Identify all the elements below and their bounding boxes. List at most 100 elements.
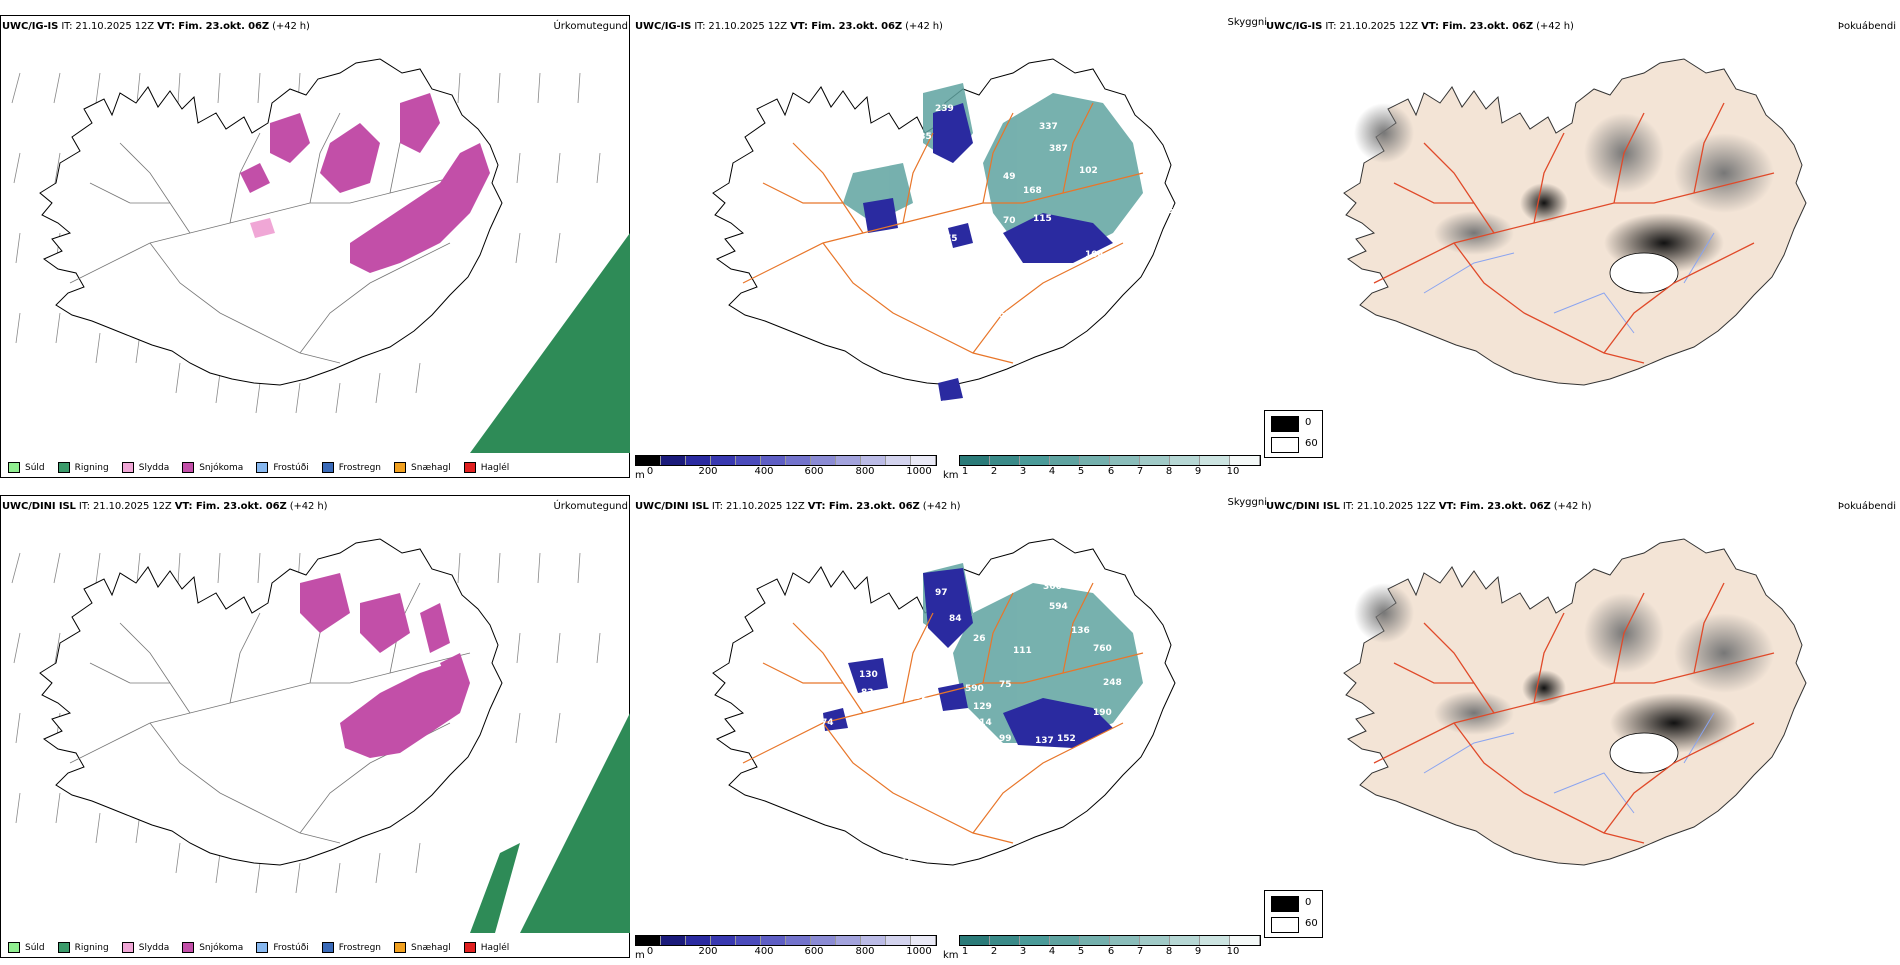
precip-legend: Súld Rigning Slydda Snjókoma Frostúði Fr… [8,462,522,473]
valid-time: VT: Fim. 23.okt. 06Z [807,501,920,512]
snow-areas [300,573,470,758]
vis-label: 70 [1003,216,1016,226]
vis-label: 75 [945,234,958,244]
model-label: UWC/DINI ISL [2,501,76,512]
panel-title: Úrkomutegund [553,21,628,32]
panel-header: UWC/DINI ISL IT: 21.10.2025 12Z VT: Fim.… [1266,501,1592,512]
legend-swatch [394,462,407,473]
tick-label: 1 [961,466,969,477]
legend-label: Frostúði [273,942,309,953]
legend-snow: Snjókoma [182,942,243,953]
legend-label: Frostregn [338,942,382,953]
tick-label: 0 [646,466,654,477]
legend-swatch [321,942,334,953]
vis-label: 97 [935,588,948,598]
precip-map [11,58,630,453]
legend-swatch [463,942,476,953]
init-time: IT: 21.10.2025 12Z [75,501,175,512]
vis-label: 137 [1035,736,1054,746]
vis-label: 74 [821,718,834,728]
tick-label: 400 [754,946,774,957]
vis-label: 760 [1093,644,1112,654]
precip-type-panel: UWC/IG-IS IT: 21.10.2025 12Z VT: Fim. 23… [0,15,632,485]
vis-label: 239 [935,104,954,114]
legend-swatch [1271,437,1299,453]
legend-hail: Haglél [463,462,509,473]
vis-label: 590 [965,684,984,694]
tick-label: 3 [1019,946,1027,957]
tick-label: 8 [1165,946,1173,957]
terrain-height-colorbar: m 0 200 400 600 800 1000 [635,935,937,961]
vis-label: 82 [943,718,956,728]
precip-type-panel: UWC/DINI ISL IT: 21.10.2025 12Z VT: Fim.… [0,495,632,965]
low-visibility-teal [843,83,1143,253]
colorbar-unit: km [943,470,959,481]
legend-swatch [8,942,20,953]
tick-label: 10 [1226,946,1240,957]
legend-snow: Snjókoma [182,462,243,473]
vis-label: 49 [1003,172,1016,182]
panel-title: Úrkomutegund [553,501,628,512]
init-time: IT: 21.10.2025 12Z [708,501,808,512]
legend-hail: Haglél [463,942,509,953]
legend-swatch [394,942,407,953]
tick-label: 6 [1107,466,1115,477]
vis-label: 87 [1069,278,1082,288]
visibility-map: 97 84 26 111 366 594 136 760 75 590 129 … [712,538,1176,868]
legend-freezing-drizzle: Frostúði [256,462,309,473]
sea-rain-area [520,713,630,933]
lead-time: (+42 h) [269,21,310,32]
vis-label: 248 [1103,678,1122,688]
lead-time: (+42 h) [1533,21,1574,32]
legend-swatch [8,462,20,473]
precip-legend: Súld Rigning Slydda Snjókoma Frostúði Fr… [8,942,522,953]
vis-label: 129 [973,702,992,712]
fog-legend: 0 60 [1264,410,1323,458]
valid-time: VT: Fim. 23.okt. 06Z [1438,501,1551,512]
tick-label: 1000 [906,466,932,477]
legend-label: Snæhagl [411,462,451,473]
legend-min: 0 [1305,897,1312,908]
legend-min: 0 [1305,417,1312,428]
legend-freezing-drizzle: Frostúði [256,942,309,953]
vis-label: 63 [853,262,866,272]
vis-label: 92 [915,692,928,702]
vis-label: 175 [995,272,1014,282]
panel-header: UWC/DINI ISL IT: 21.10.2025 12Z VT: Fim.… [2,501,328,512]
legend-freezing-rain: Frostregn [321,462,381,473]
tick-label: 600 [804,466,824,477]
vis-label: 594 [1049,602,1068,612]
init-time: IT: 21.10.2025 12Z [58,21,158,32]
terrain-height-colorbar: m 0 200 400 600 800 1000 [635,455,937,481]
tick-label: 200 [698,946,718,957]
tick-label: 0 [646,946,654,957]
iceland-land [1343,538,1807,866]
legend-swatch [1271,917,1299,933]
vis-label: 130 [859,670,878,680]
vis-label: 168 [1023,186,1042,196]
colorbar-bar [635,935,937,946]
colorbar-unit: km [943,950,959,961]
tick-label: 5 [1077,466,1085,477]
low-visibility-blue [823,568,1113,748]
colorbar-unit: m [635,950,645,961]
streams [1423,712,1715,814]
legend-label: Rigning [74,462,109,473]
lead-time: (+42 h) [902,21,943,32]
init-time: IT: 21.10.2025 12Z [691,21,791,32]
fog-map [1343,538,1807,866]
tick-label: 200 [698,466,718,477]
vis-label: 912 [971,768,990,778]
tick-label: 800 [855,466,875,477]
sea-rain-area [470,843,520,933]
vis-label: 102 [1079,166,1098,176]
lead-time: (+42 h) [286,501,328,512]
visibility-colorbar: km 1 2 3 4 5 6 7 8 9 10 [943,935,1263,961]
vis-label: 26 [973,634,986,644]
legend-swatch [57,462,70,473]
panel-title: Skyggni [1227,497,1267,508]
vis-label: 102 [973,238,992,248]
tick-label: 2 [990,466,998,477]
legend-swatch [321,462,334,473]
vis-label: 387 [1049,144,1068,154]
